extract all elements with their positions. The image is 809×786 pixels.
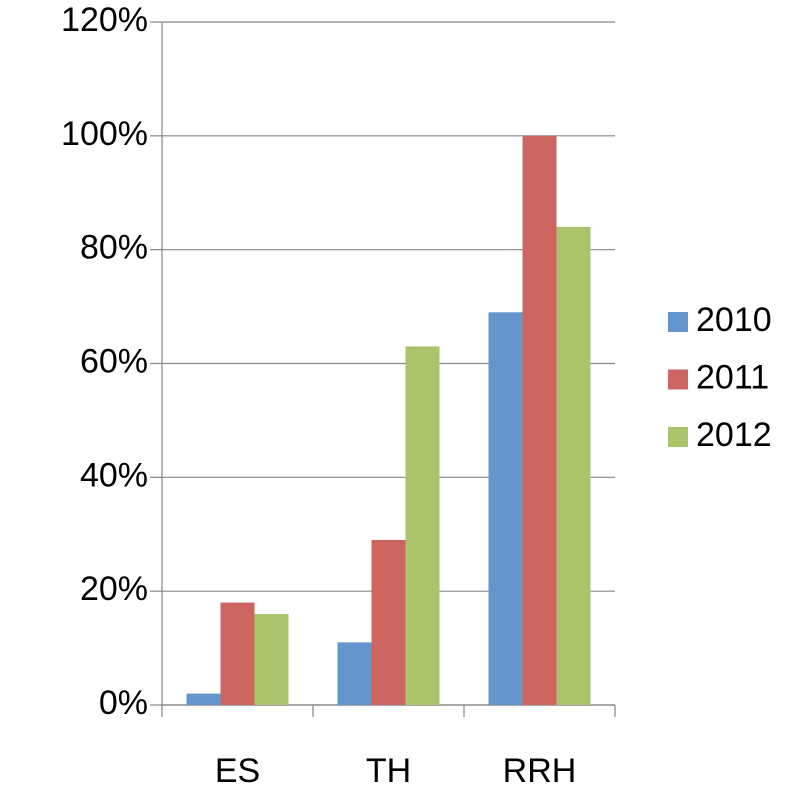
legend-swatch xyxy=(668,427,688,447)
legend-swatch xyxy=(668,312,688,332)
y-tick-label: 100% xyxy=(61,115,148,153)
legend-swatch xyxy=(668,369,688,390)
x-tick-label: TH xyxy=(366,752,411,786)
x-tick-label: ES xyxy=(215,752,260,786)
y-tick-label: 20% xyxy=(80,570,148,608)
bar xyxy=(220,602,255,705)
legend-label: 2010 xyxy=(696,301,772,339)
bar xyxy=(556,226,591,705)
bar xyxy=(488,312,523,705)
y-tick-label: 0% xyxy=(99,684,148,722)
bar xyxy=(254,613,289,705)
bar xyxy=(371,539,406,705)
y-tick-label: 120% xyxy=(61,1,148,39)
x-tick-label: RRH xyxy=(503,752,577,786)
legend-label: 2011 xyxy=(696,358,769,396)
bar xyxy=(405,346,440,705)
y-tick-label: 80% xyxy=(80,229,148,267)
y-tick-label: 60% xyxy=(80,342,148,380)
bar xyxy=(522,135,557,706)
legend-label: 2012 xyxy=(696,416,772,454)
y-tick-label: 40% xyxy=(80,456,148,494)
bar xyxy=(186,693,221,705)
bar xyxy=(337,642,372,705)
